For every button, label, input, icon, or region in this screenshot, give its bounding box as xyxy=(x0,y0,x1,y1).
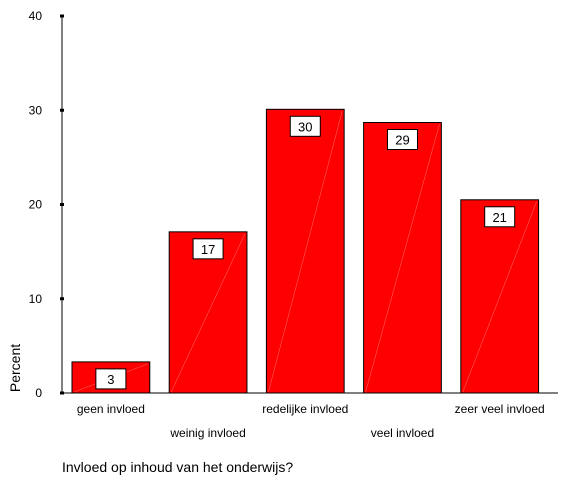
x-category-labels: geen invloed weinig invloed redelijke invl… xyxy=(77,402,545,440)
y-tick-mark xyxy=(60,203,64,206)
data-label: 17 xyxy=(201,242,215,257)
x-category-label: veel invloed xyxy=(371,426,434,440)
data-labels: 3 17 30 29 21 xyxy=(95,115,516,390)
y-axis-title: Percent xyxy=(7,344,23,392)
data-label-box xyxy=(484,206,516,228)
x-category-label: geen invloed xyxy=(77,402,145,416)
data-label: 30 xyxy=(298,119,312,134)
y-ticks: 0 10 20 30 40 xyxy=(29,9,64,400)
y-tick-label: 20 xyxy=(29,198,43,212)
data-label-box xyxy=(289,115,321,137)
data-label-box xyxy=(192,238,224,260)
bars-layer xyxy=(71,108,540,394)
data-label-box xyxy=(386,129,418,151)
y-tick-label: 10 xyxy=(29,292,43,306)
bar-sheen xyxy=(268,111,343,393)
x-category-label: redelijke invloed xyxy=(262,402,348,416)
x-axis-title: Invloed op inhoud van het onderwijs? xyxy=(62,459,293,475)
data-label: 21 xyxy=(492,210,506,225)
bar-sheen xyxy=(462,201,537,393)
bar-sheen xyxy=(365,124,440,393)
y-tick-label: 0 xyxy=(35,386,42,400)
y-tick-mark xyxy=(60,391,64,395)
y-tick-label: 40 xyxy=(29,9,43,23)
y-tick-mark xyxy=(60,14,64,18)
data-label-box xyxy=(95,368,127,390)
bar-sheen xyxy=(170,233,246,393)
x-category-label: zeer veel invloed xyxy=(455,402,545,416)
y-tick-label: 30 xyxy=(29,103,43,117)
data-label: 3 xyxy=(107,372,114,387)
y-tick-mark xyxy=(60,297,64,301)
y-tick-mark xyxy=(60,108,64,112)
data-label: 29 xyxy=(395,133,409,148)
x-category-label: weinig invloed xyxy=(169,426,245,440)
